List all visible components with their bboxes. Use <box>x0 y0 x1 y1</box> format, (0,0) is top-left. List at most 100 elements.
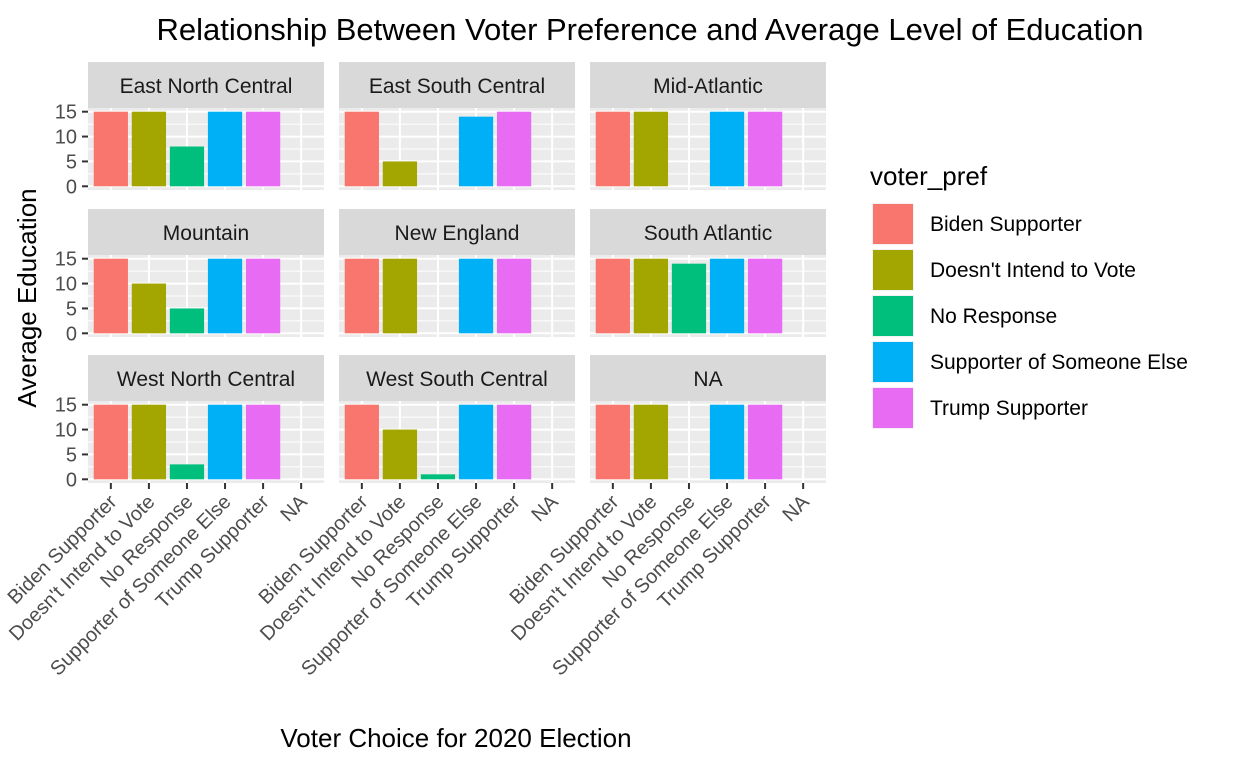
bar <box>382 161 418 187</box>
y-tick-label: 0 <box>66 176 77 198</box>
bar <box>458 404 494 480</box>
facet-strip <box>339 62 575 108</box>
bar <box>245 111 281 187</box>
facet-strip-label: West South Central <box>366 368 548 391</box>
y-axis-label: Average Education <box>12 188 42 407</box>
legend-label: Doesn't Intend to Vote <box>930 259 1136 282</box>
x-tick-label: NA <box>527 491 563 527</box>
legend-label: No Response <box>930 305 1057 328</box>
facet-panel: Mountain 0 510 15 <box>55 209 324 345</box>
bar <box>496 258 532 334</box>
facet-panel: South Atlantic <box>590 209 826 337</box>
facet-strip-label: East North Central <box>120 75 293 98</box>
bar <box>207 111 243 187</box>
bar <box>245 404 281 480</box>
bar <box>169 308 205 334</box>
bar <box>633 258 669 334</box>
facet-strip <box>88 209 324 255</box>
facet-strip <box>88 62 324 108</box>
facet-strip <box>339 209 575 255</box>
bar <box>344 258 379 334</box>
y-tick-label: 10 <box>55 420 77 442</box>
y-tick-label: 5 <box>66 444 77 466</box>
facet-strip-label: East South Central <box>369 75 545 98</box>
y-tick-label: 15 <box>55 249 77 271</box>
y-tick-label: 5 <box>66 151 77 173</box>
legend-key <box>873 342 913 382</box>
bar <box>458 258 494 334</box>
bar <box>382 258 418 334</box>
bar <box>344 404 379 480</box>
chart-title: Relationship Between Voter Preference an… <box>157 12 1144 47</box>
facet-strip-label: Mountain <box>163 222 249 245</box>
facet-strip-label: New England <box>395 222 520 245</box>
bar <box>344 111 379 187</box>
legend-key <box>873 388 913 428</box>
legend-label: Biden Supporter <box>930 213 1082 236</box>
y-tick-label: 10 <box>55 127 77 149</box>
facet-strip <box>88 355 324 401</box>
x-axis-label: Voter Choice for 2020 Election <box>280 723 631 753</box>
facet-strip <box>590 209 826 255</box>
bar <box>747 111 783 187</box>
bar <box>595 258 630 334</box>
y-tick-label: 15 <box>55 395 77 417</box>
facet-strip-label: South Atlantic <box>644 222 772 245</box>
legend-label: Trump Supporter <box>930 397 1088 420</box>
legend-key <box>873 250 913 290</box>
bar <box>93 111 128 187</box>
y-tick-label: 15 <box>55 102 77 124</box>
x-tick-label: NA <box>276 491 312 527</box>
facet-strip-label: Mid-Atlantic <box>653 75 763 98</box>
bar <box>458 116 494 187</box>
bar <box>496 111 532 187</box>
bar <box>131 283 167 334</box>
bar <box>169 146 205 187</box>
bar <box>709 111 745 187</box>
legend-key <box>873 296 913 336</box>
bar <box>747 258 783 334</box>
bar <box>747 404 783 480</box>
bar <box>709 404 745 480</box>
x-tick-label: NA <box>778 491 814 527</box>
facet-strip <box>590 62 826 108</box>
bar <box>169 464 205 480</box>
facet-panel: New England <box>339 209 575 337</box>
y-tick-label: 0 <box>66 323 77 345</box>
bar <box>207 404 243 480</box>
legend-title: voter_pref <box>870 161 988 191</box>
facet-strip-label: West North Central <box>117 368 295 391</box>
legend-label: Supporter of Someone Else <box>930 351 1188 374</box>
legend-key <box>873 204 913 244</box>
facet-strip-label: NA <box>693 368 722 391</box>
y-tick-label: 0 <box>66 469 77 491</box>
bar <box>207 258 243 334</box>
bar <box>93 404 128 480</box>
bar <box>671 263 707 334</box>
bar <box>709 258 745 334</box>
bar <box>420 474 456 480</box>
bar <box>131 111 167 187</box>
bar <box>633 404 669 480</box>
bar <box>633 111 669 187</box>
bar <box>382 429 418 480</box>
y-tick-label: 10 <box>55 274 77 296</box>
facet-panel: East North Central 0 510 15 <box>55 62 324 198</box>
bar <box>131 404 167 480</box>
legend: Biden Supporter Doesn't Intend to Vote No … <box>872 203 1188 429</box>
facet-panel: Mid-Atlantic <box>590 62 826 190</box>
bar <box>595 404 630 480</box>
bar <box>245 258 281 334</box>
facet-panel: East South Central <box>339 62 575 190</box>
facet-strip <box>339 355 575 401</box>
y-tick-label: 5 <box>66 298 77 320</box>
facet-strip <box>590 355 826 401</box>
bar <box>496 404 532 480</box>
bar <box>93 258 128 334</box>
